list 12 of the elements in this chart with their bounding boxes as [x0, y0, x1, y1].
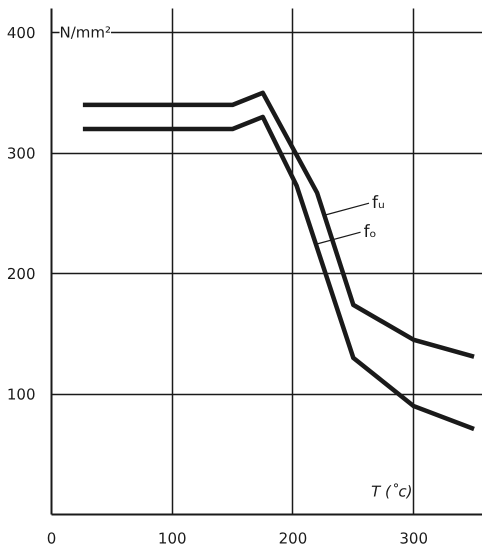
legend-label: fₒ [364, 222, 377, 242]
y-axis-title: N/mm² [60, 24, 112, 42]
y-tick-label: 200 [6, 265, 36, 284]
y-tick-label: 100 [6, 386, 36, 404]
y-tick-label: 300 [6, 144, 36, 163]
legend-label: fᵤ [372, 193, 385, 214]
x-tick-label: 100 [158, 530, 187, 548]
x-tick-label: 200 [278, 530, 308, 548]
x-tick-label: 300 [399, 530, 428, 548]
x-axis-title: T (˚c) [371, 482, 413, 500]
x-tick-label: 0 [46, 530, 56, 548]
y-tick-label: 400 [6, 24, 36, 42]
